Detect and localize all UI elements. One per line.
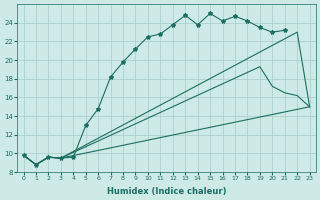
X-axis label: Humidex (Indice chaleur): Humidex (Indice chaleur) — [107, 187, 226, 196]
